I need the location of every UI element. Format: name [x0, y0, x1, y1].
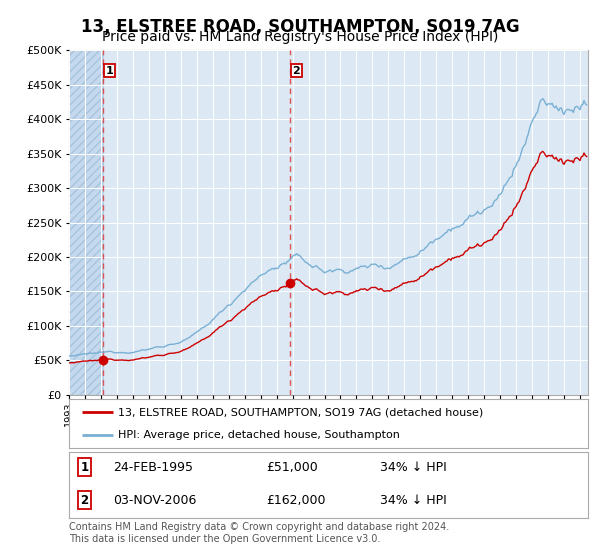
- Bar: [69, 50, 103, 395]
- Text: 13, ELSTREE ROAD, SOUTHAMPTON, SO19 7AG: 13, ELSTREE ROAD, SOUTHAMPTON, SO19 7AG: [80, 18, 520, 36]
- Bar: [69, 50, 103, 395]
- Text: 24-FEB-1995: 24-FEB-1995: [113, 461, 193, 474]
- Text: 2: 2: [80, 494, 89, 507]
- Text: Contains HM Land Registry data © Crown copyright and database right 2024.
This d: Contains HM Land Registry data © Crown c…: [69, 522, 449, 544]
- Text: £51,000: £51,000: [266, 461, 318, 474]
- Text: HPI: Average price, detached house, Southampton: HPI: Average price, detached house, Sout…: [118, 430, 400, 440]
- Text: 34% ↓ HPI: 34% ↓ HPI: [380, 461, 447, 474]
- Text: 1: 1: [80, 461, 89, 474]
- Text: 34% ↓ HPI: 34% ↓ HPI: [380, 494, 447, 507]
- Text: Price paid vs. HM Land Registry's House Price Index (HPI): Price paid vs. HM Land Registry's House …: [102, 30, 498, 44]
- Text: 2: 2: [292, 66, 300, 76]
- Text: £162,000: £162,000: [266, 494, 326, 507]
- Text: 1: 1: [106, 66, 113, 76]
- Text: 13, ELSTREE ROAD, SOUTHAMPTON, SO19 7AG (detached house): 13, ELSTREE ROAD, SOUTHAMPTON, SO19 7AG …: [118, 407, 484, 417]
- Text: 03-NOV-2006: 03-NOV-2006: [113, 494, 196, 507]
